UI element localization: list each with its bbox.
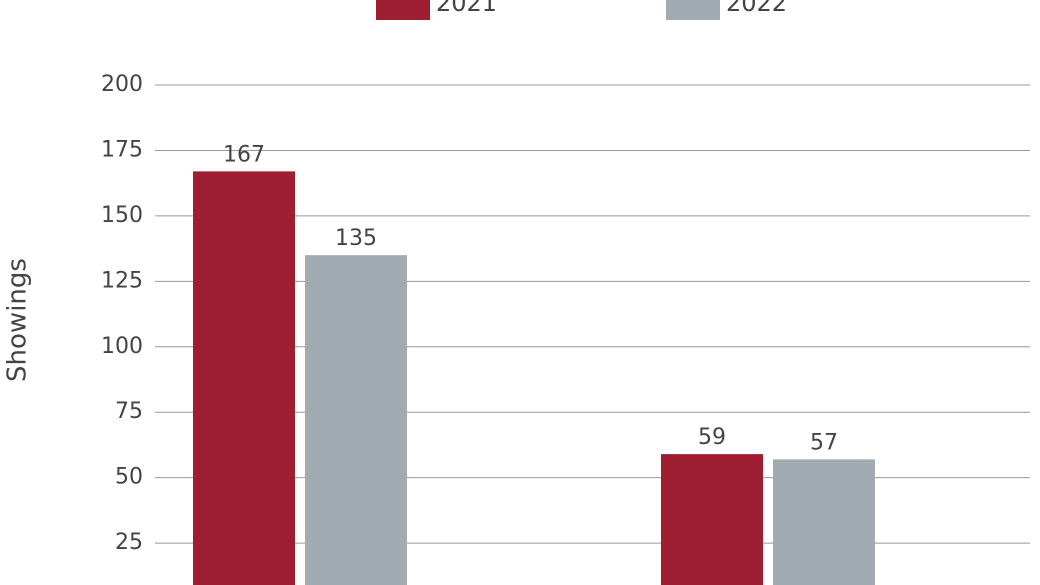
value-label: 167 — [223, 142, 265, 167]
y-tick-label: 150 — [101, 203, 143, 228]
value-label: 57 — [810, 430, 838, 455]
y-tick-label: 125 — [101, 268, 143, 293]
legend-swatch — [376, 0, 430, 20]
legend-label: 2022 — [726, 0, 787, 17]
y-tick-label: 175 — [101, 137, 143, 162]
bar — [773, 459, 875, 585]
bar — [193, 171, 295, 585]
bar — [305, 255, 407, 585]
legend-swatch — [666, 0, 720, 20]
y-tick-label: 75 — [115, 399, 143, 424]
legend-label: 2021 — [436, 0, 497, 17]
y-tick-label: 50 — [115, 465, 143, 490]
value-label: 59 — [698, 425, 726, 450]
y-tick-label: 200 — [101, 72, 143, 97]
value-label: 135 — [335, 226, 377, 251]
y-tick-label: 100 — [101, 334, 143, 359]
y-axis-title: Showings — [3, 258, 33, 382]
y-tick-label: 25 — [115, 530, 143, 555]
bar — [661, 454, 763, 585]
